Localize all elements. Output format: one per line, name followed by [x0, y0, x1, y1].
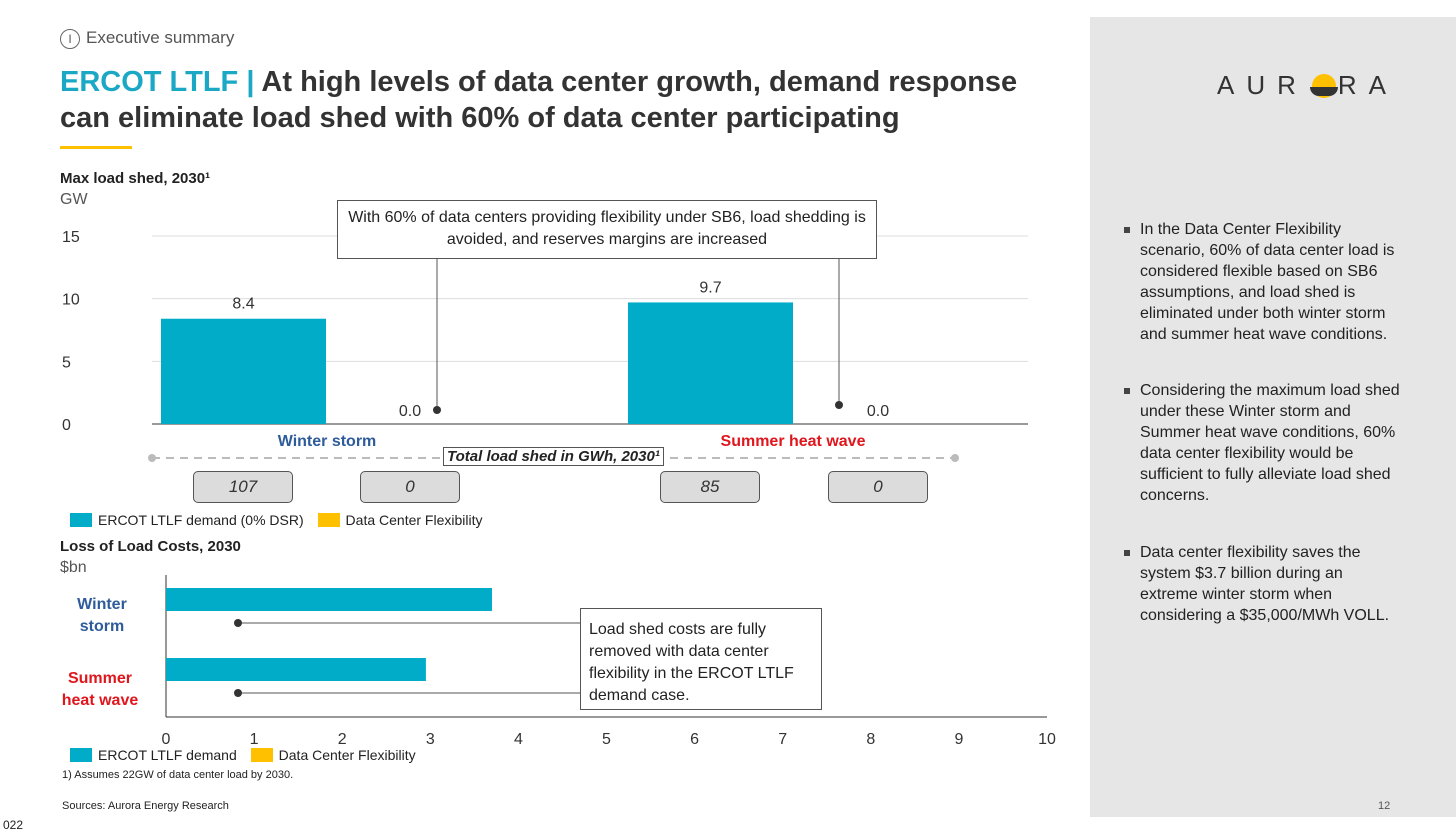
chart1-legend: ERCOT LTLF demand (0% DSR) Data Center F… — [70, 512, 482, 528]
legend-dcf: Data Center Flexibility — [345, 512, 483, 528]
section-header: I Executive summary — [60, 28, 234, 49]
bullet-2: Considering the maximum load shed under … — [1124, 382, 1400, 504]
x-tick-label: 8 — [866, 731, 875, 748]
legend-swatch-yellow — [317, 513, 340, 527]
y-tick-label: 5 — [62, 354, 71, 371]
x-tick-label: 5 — [602, 731, 611, 748]
chart2-annotation: Load shed costs are fully removed with d… — [580, 608, 822, 710]
x-tick-label: 2 — [338, 731, 347, 748]
callout-dot — [433, 406, 441, 414]
legend-ercot: ERCOT LTLF demand (0% DSR) — [98, 512, 304, 528]
x-tick-label: 1 — [250, 731, 259, 748]
footnote: 1) Assumes 22GW of data center load by 2… — [62, 769, 294, 781]
side-panel — [1090, 17, 1456, 817]
chart2-cat-winter: Winter storm — [77, 596, 127, 635]
x-tick-label: 10 — [1038, 731, 1056, 748]
x-tick-label: 7 — [778, 731, 787, 748]
chart2-svg: 0 1 2 3 4 5 6 7 8 9 10 — [162, 575, 1056, 748]
section-number: I — [60, 29, 80, 49]
legend-dcf: Data Center Flexibility — [278, 747, 416, 763]
aurora-logo: AUR RA — [1217, 70, 1399, 100]
dashed-end-dot — [148, 454, 156, 462]
y-tick-label: 10 — [62, 292, 80, 309]
chart2-cat-summer: Summer heat wave — [61, 670, 139, 709]
y-tick-label: 0 — [62, 417, 71, 434]
total-summer-dcf: 0 — [828, 471, 928, 503]
bar-ercot — [166, 588, 492, 611]
data-label: 9.7 — [699, 279, 721, 296]
title-line2: can eliminate load shed with 60% of data… — [60, 102, 900, 134]
callout-dot — [234, 689, 242, 697]
chart2-legend: ERCOT LTLF demand Data Center Flexibilit… — [70, 747, 416, 763]
total-winter-ercot: 107 — [193, 471, 293, 503]
sources: Sources: Aurora Energy Research — [62, 800, 229, 812]
category-label: Winter storm — [278, 433, 377, 450]
chart1-annotation: With 60% of data centers providing flexi… — [337, 200, 877, 259]
chart2-unit: $bn — [60, 559, 87, 576]
x-tick-label: 6 — [690, 731, 699, 748]
data-label: 0.0 — [399, 403, 421, 420]
callout-dot — [234, 619, 242, 627]
bar-ercot — [161, 318, 326, 424]
legend-swatch-teal — [70, 748, 92, 762]
x-tick-label: 4 — [514, 731, 523, 748]
title-prefix: ERCOT LTLF | — [60, 66, 255, 98]
bar-ercot — [628, 302, 793, 424]
title-underline — [60, 146, 132, 149]
legend-swatch-teal — [70, 513, 92, 527]
total-load-shed-label: Total load shed in GWh, 2030¹ — [443, 447, 664, 466]
dashed-end-dot — [951, 454, 959, 462]
category-label: Summer heat wave — [721, 433, 866, 450]
total-winter-dcf: 0 — [360, 471, 460, 503]
y-tick-label: 15 — [62, 229, 80, 246]
chart1-title: Max load shed, 2030¹ — [60, 170, 211, 187]
page-title: ERCOT LTLF | At high levels of data cent… — [60, 64, 1017, 136]
section-label: Executive summary — [86, 28, 235, 47]
chart2-title: Loss of Load Costs, 2030 — [60, 538, 241, 555]
data-label: 8.4 — [232, 296, 254, 313]
chart1-ylabel: GW — [60, 191, 88, 208]
bar-ercot — [166, 658, 426, 681]
data-label: 0.0 — [867, 403, 889, 420]
corner-label: 022 — [3, 818, 24, 832]
title-line1: At high levels of data center growth, de… — [254, 66, 1018, 98]
bullet-1: In the Data Center Flexibility scenario,… — [1124, 219, 1400, 345]
x-tick-label: 0 — [162, 731, 171, 748]
legend-swatch-yellow — [250, 748, 273, 762]
bullet-3: Data center flexibility saves the system… — [1124, 542, 1400, 626]
callout-dot — [835, 401, 843, 409]
page-number: 12 — [1378, 800, 1391, 812]
legend-ercot: ERCOT LTLF demand — [98, 747, 237, 763]
total-summer-ercot: 85 — [660, 471, 760, 503]
x-tick-label: 9 — [954, 731, 963, 748]
x-tick-label: 3 — [426, 731, 435, 748]
